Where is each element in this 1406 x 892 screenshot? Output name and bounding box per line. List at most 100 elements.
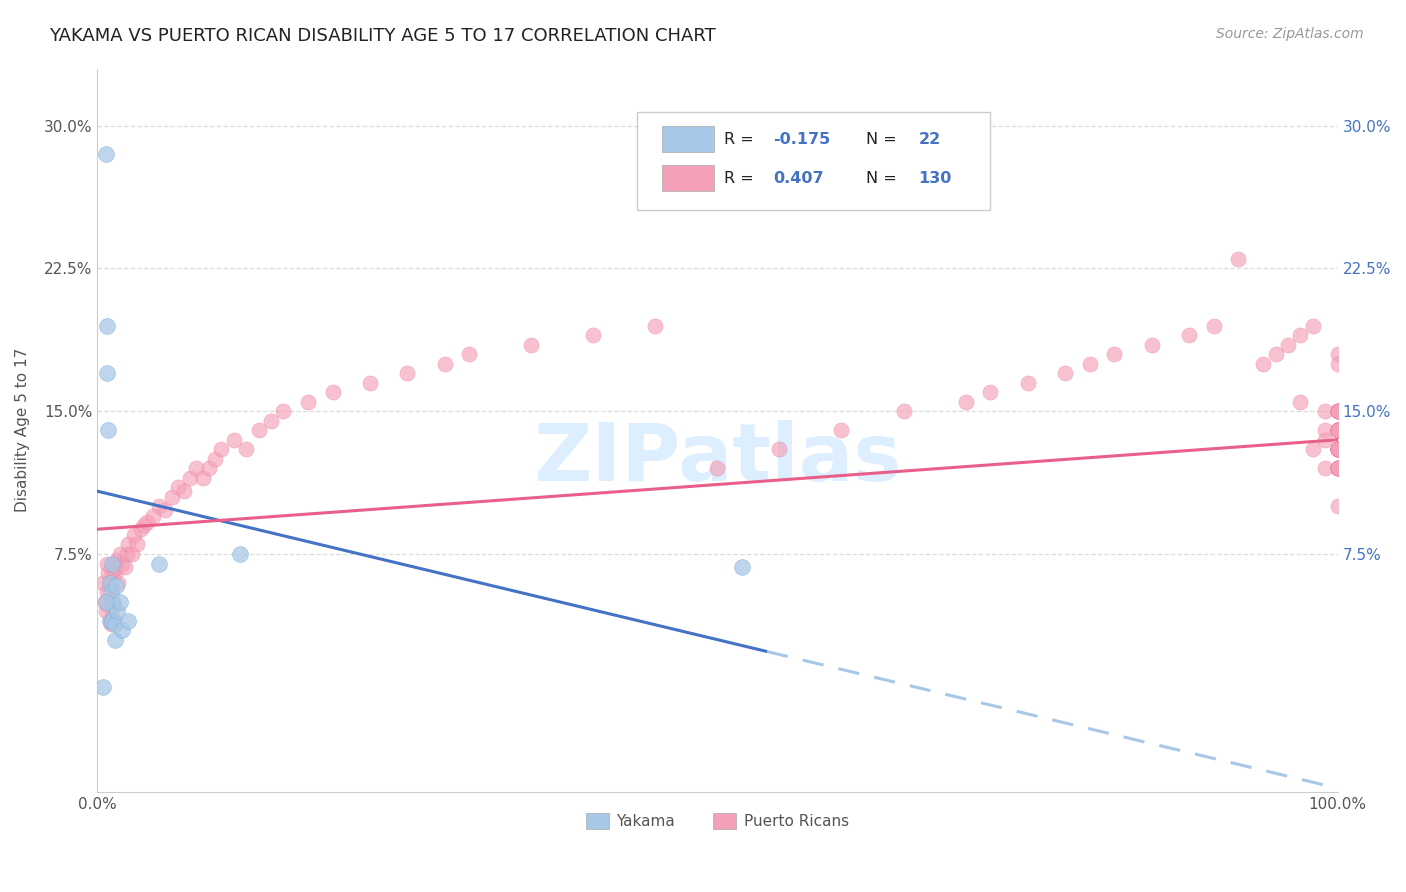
Point [1326, 500, 1348, 514]
Point [115, 547, 138, 561]
Point [1302, 442, 1324, 457]
Y-axis label: Disability Age 5 to 17: Disability Age 5 to 17 [15, 348, 30, 512]
Point [582, 328, 605, 343]
Point [97, 566, 120, 580]
Point [135, 515, 157, 529]
Point [1326, 423, 1348, 437]
Point [98, 614, 121, 628]
Point [1326, 442, 1348, 457]
Point [1326, 357, 1348, 371]
Point [1289, 328, 1312, 343]
Point [103, 557, 125, 571]
Point [1315, 423, 1337, 437]
Point [1326, 442, 1348, 457]
Point [94, 594, 117, 608]
Point [1326, 442, 1348, 457]
Point [644, 318, 666, 333]
Point [104, 566, 127, 580]
FancyBboxPatch shape [662, 126, 714, 153]
Point [1227, 252, 1250, 266]
Point [1326, 442, 1348, 457]
Point [1326, 442, 1348, 457]
Point [1326, 404, 1348, 418]
Text: R =: R = [724, 132, 758, 146]
Point [1326, 347, 1348, 361]
Point [96, 366, 118, 380]
Point [101, 614, 124, 628]
Point [98, 575, 121, 590]
Point [1326, 442, 1348, 457]
Point [117, 614, 139, 628]
Point [1326, 423, 1348, 437]
Point [1315, 461, 1337, 475]
Point [100, 579, 122, 593]
FancyBboxPatch shape [662, 165, 714, 191]
Point [1078, 357, 1101, 371]
Text: YAKAMA VS PUERTO RICAN DISABILITY AGE 5 TO 17 CORRELATION CHART: YAKAMA VS PUERTO RICAN DISABILITY AGE 5 … [49, 27, 716, 45]
Point [179, 471, 201, 485]
Point [100, 585, 122, 599]
Point [893, 404, 915, 418]
Point [1326, 442, 1348, 457]
Point [142, 508, 165, 523]
Point [96, 585, 118, 599]
Point [114, 560, 136, 574]
Point [1326, 461, 1348, 475]
Point [108, 547, 131, 561]
Point [117, 537, 139, 551]
FancyBboxPatch shape [637, 112, 990, 210]
Point [93, 594, 115, 608]
Point [105, 552, 128, 566]
Text: 22: 22 [918, 132, 941, 146]
Point [1326, 442, 1348, 457]
Point [1178, 328, 1201, 343]
Point [104, 617, 127, 632]
Point [247, 423, 270, 437]
Point [1326, 404, 1348, 418]
Point [1251, 357, 1274, 371]
Point [209, 442, 232, 457]
Point [134, 518, 156, 533]
Point [1326, 423, 1348, 437]
Point [1264, 347, 1286, 361]
Point [125, 537, 148, 551]
Point [93, 575, 115, 590]
Point [97, 599, 120, 613]
Point [1326, 423, 1348, 437]
Point [235, 442, 257, 457]
Point [322, 385, 344, 400]
Point [98, 614, 121, 628]
Point [104, 579, 127, 593]
Point [359, 376, 381, 390]
Point [1326, 404, 1348, 418]
Point [1326, 461, 1348, 475]
Point [1326, 404, 1348, 418]
Point [1326, 423, 1348, 437]
Point [1289, 394, 1312, 409]
Point [1315, 433, 1337, 447]
Point [297, 394, 319, 409]
Point [396, 366, 419, 380]
Point [121, 547, 143, 561]
Point [1326, 423, 1348, 437]
Text: ZIPatlas: ZIPatlas [533, 420, 901, 498]
Point [768, 442, 790, 457]
Point [148, 557, 170, 571]
Point [100, 617, 122, 632]
Point [98, 575, 121, 590]
Point [107, 575, 129, 590]
Point [124, 528, 146, 542]
Point [1326, 423, 1348, 437]
Point [94, 147, 117, 161]
Point [260, 414, 283, 428]
Point [94, 604, 117, 618]
Point [830, 423, 852, 437]
Point [229, 547, 252, 561]
Point [1326, 404, 1348, 418]
Legend: Yakama, Puerto Ricans: Yakama, Puerto Ricans [579, 806, 855, 835]
Point [1277, 337, 1299, 351]
Point [111, 557, 134, 571]
Point [97, 423, 120, 437]
Text: N =: N = [866, 170, 903, 186]
Point [1326, 423, 1348, 437]
